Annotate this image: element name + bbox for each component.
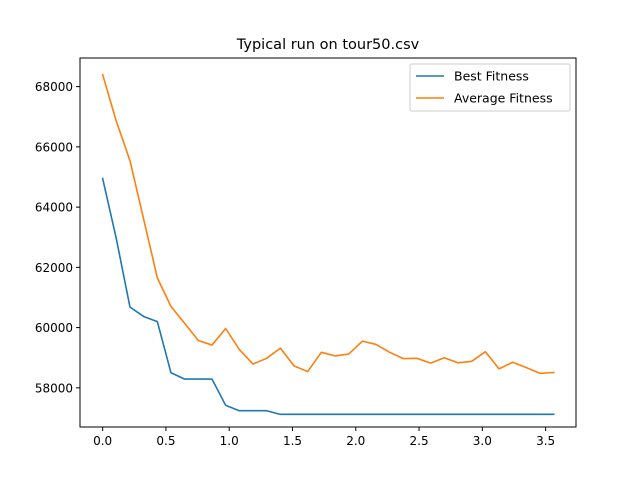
x-tick-label: 2.5 <box>410 434 429 448</box>
y-axis: 58000 60000 62000 64000 66000 68000 <box>35 80 80 395</box>
x-tick-label: 1.5 <box>283 434 302 448</box>
y-tick-label: 60000 <box>35 321 73 335</box>
x-tick-label: 3.0 <box>473 434 492 448</box>
x-tick-label: 2.0 <box>346 434 365 448</box>
y-tick-label: 66000 <box>35 140 73 154</box>
legend-label-0: Best Fitness <box>454 69 529 84</box>
x-axis: 0.0 0.5 1.0 1.5 2.0 2.5 3.0 3.5 <box>93 427 555 448</box>
plot-area <box>101 73 555 416</box>
chart-title: Typical run on tour50.csv <box>236 37 420 53</box>
legend-box <box>409 63 571 112</box>
plot-frame <box>79 57 577 428</box>
x-tick-label: 0.0 <box>93 434 112 448</box>
y-tick-label: 68000 <box>35 80 73 94</box>
y-tick-label: 64000 <box>35 201 73 215</box>
series-line-1 <box>101 73 555 375</box>
x-tick-label: 3.5 <box>536 434 555 448</box>
y-tick-label: 62000 <box>35 261 73 275</box>
x-tick-label: 0.5 <box>156 434 175 448</box>
series-line-0 <box>101 177 555 416</box>
legend: Best Fitness Average Fitness <box>409 63 571 112</box>
y-tick-label: 58000 <box>35 381 73 395</box>
legend-label-1: Average Fitness <box>454 91 553 106</box>
x-tick-label: 1.0 <box>220 434 239 448</box>
